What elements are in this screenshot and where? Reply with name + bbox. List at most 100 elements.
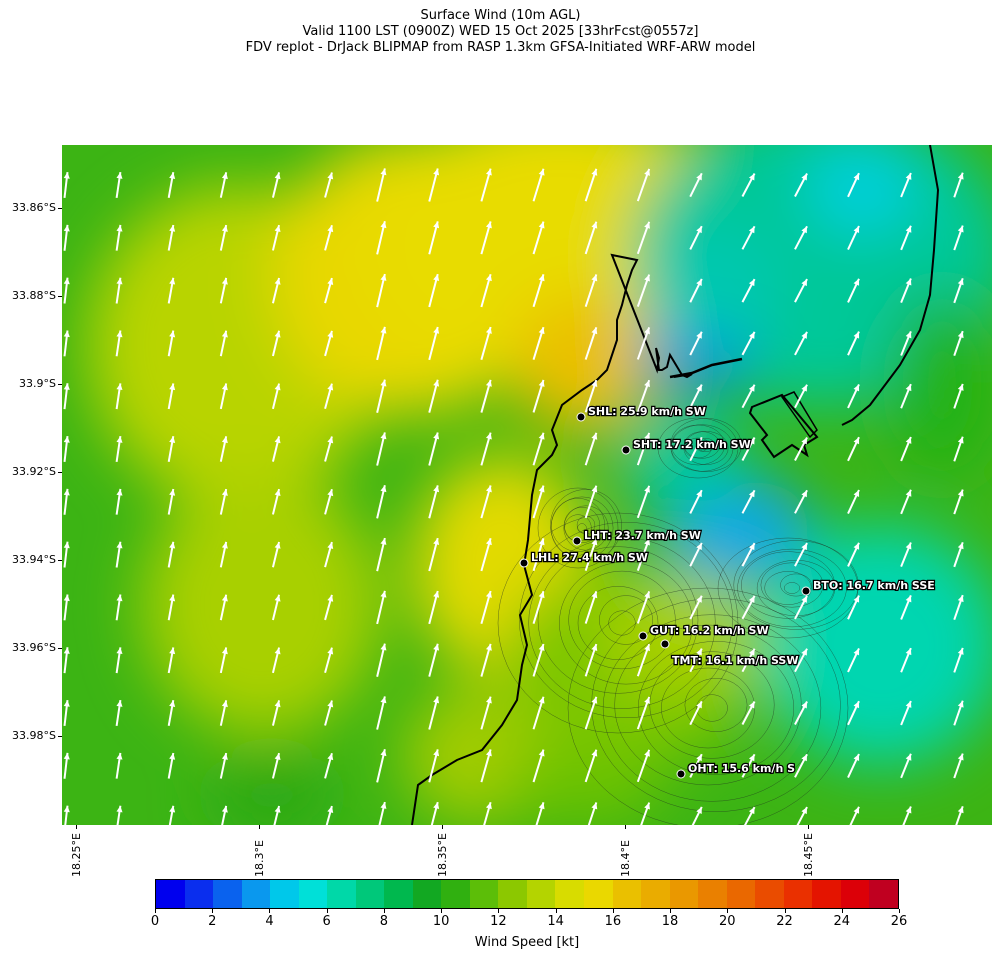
- colorbar-segment: [355, 880, 385, 908]
- lon-tick: [259, 825, 260, 829]
- lat-label: 33.88°S: [12, 289, 56, 302]
- lat-label: 33.96°S: [12, 641, 56, 654]
- lat-tick: [58, 736, 62, 737]
- lon-tick: [808, 825, 809, 829]
- colorbar-tick-label: 8: [379, 914, 389, 929]
- coastline: [411, 145, 940, 825]
- colorbar-tick: [670, 909, 672, 913]
- colorbar-segment: [184, 880, 214, 908]
- stations: SHL: 25.9 km/h SW SHT: 17.2 km/h SW LHT: 2…: [519, 404, 936, 779]
- colorbar-tick: [727, 909, 729, 913]
- colorbar-segment: [840, 880, 870, 908]
- terrain-contours: [497, 417, 859, 825]
- colorbar-segment: [812, 880, 841, 908]
- colorbar-tick-label: 12: [490, 914, 507, 929]
- colorbar-segment: [156, 880, 185, 908]
- lat-label: 33.86°S: [12, 201, 56, 214]
- station-label: LHT: 23.7 km/h SW: [584, 529, 701, 542]
- station-label: BTO: 16.7 km/h SSE: [813, 579, 935, 592]
- colorbar-segment: [641, 880, 670, 908]
- colorbar-tick-label: 2: [208, 914, 217, 929]
- colorbar-segment: [213, 880, 242, 908]
- lat-label: 33.98°S: [12, 729, 56, 742]
- station-marker: [621, 445, 631, 455]
- lon-label: 18.4°E: [619, 840, 632, 877]
- colorbar-segment: [783, 880, 813, 908]
- colorbar-tick: [212, 909, 214, 913]
- colorbar-tick-label: 20: [719, 914, 736, 929]
- colorbar-tick-label: 26: [890, 914, 908, 929]
- colorbar-segment: [241, 880, 271, 908]
- colorbar-segment: [869, 880, 898, 908]
- colorbar-tick-label: 4: [265, 914, 274, 929]
- colorbar-tick-label: 22: [776, 914, 793, 929]
- colorbar-segment: [755, 880, 784, 908]
- lat-tick: [58, 560, 62, 561]
- lon-tick: [625, 825, 626, 829]
- station-label: OHT: 15.6 km/h S: [688, 762, 795, 775]
- colorbar-segment: [583, 880, 613, 908]
- station-marker: [638, 631, 648, 641]
- lat-label: 33.94°S: [12, 553, 56, 566]
- station-marker: [576, 412, 586, 422]
- station-label: LHL: 27.4 km/h SW: [531, 551, 648, 564]
- colorbar-tick-label: 10: [432, 914, 450, 929]
- colorbar-segment: [612, 880, 642, 908]
- lon-tick: [76, 825, 77, 829]
- colorbar-tick: [326, 909, 328, 913]
- lon-label: 18.25°E: [70, 833, 83, 877]
- colorbar-tick: [612, 909, 614, 913]
- colorbar-segment: [327, 880, 356, 908]
- wind-field: SHL: 25.9 km/h SW SHT: 17.2 km/h SW LHT: 2…: [62, 145, 992, 825]
- colorbar-tick: [899, 909, 900, 913]
- colorbar-segment: [669, 880, 699, 908]
- colorbar-segment: [469, 880, 499, 908]
- lon-label: 18.3°E: [253, 840, 266, 877]
- map-source: FDV replot - DrJack BLIPMAP from RASP 1.…: [245, 40, 756, 55]
- colorbar-segment: [298, 880, 328, 908]
- station-label: GUT: 16.2 km/h SW: [650, 624, 769, 637]
- colorbar-tick-label: 16: [604, 914, 622, 929]
- colorbar-segment: [555, 880, 584, 908]
- lat-label: 33.9°S: [19, 377, 56, 390]
- wind-vectors: [63, 168, 964, 825]
- colorbar-segment: [441, 880, 470, 908]
- colorbar-tick-label: 18: [661, 914, 679, 929]
- station-marker: [519, 558, 529, 568]
- colorbar-tick: [841, 909, 843, 913]
- colorbar-tick: [269, 909, 271, 913]
- lat-tick: [58, 648, 62, 649]
- lon-label: 18.35°E: [436, 833, 449, 877]
- lat-tick: [58, 472, 62, 473]
- lat-label: 33.92°S: [12, 465, 56, 478]
- colorbar-segment: [412, 880, 442, 908]
- colorbar-tick: [383, 909, 385, 913]
- colorbar-title: Wind Speed [kt]: [474, 935, 580, 950]
- colorbar-tick: [441, 909, 443, 913]
- colorbar-tick-label: 0: [150, 914, 160, 929]
- colorbar-tick: [555, 909, 557, 913]
- colorbar: [155, 879, 899, 909]
- station-label: SHL: 25.9 km/h SW: [588, 405, 706, 418]
- map-title: Surface Wind (10m AGL): [420, 8, 581, 23]
- station-marker: [801, 586, 811, 596]
- colorbar-tick: [784, 909, 786, 913]
- colorbar-tick: [155, 909, 156, 913]
- station-marker: [572, 536, 582, 546]
- colorbar-tick-label: 14: [547, 914, 564, 929]
- lat-tick: [58, 384, 62, 385]
- colorbar-segment: [384, 880, 413, 908]
- colorbar-tick-label: 24: [833, 914, 851, 929]
- lon-label: 18.45°E: [802, 833, 815, 877]
- lat-tick: [58, 296, 62, 297]
- colorbar-segment: [526, 880, 556, 908]
- station-label: TMT: 16.1 km/h SSW: [672, 654, 799, 667]
- colorbar-tick: [498, 909, 500, 913]
- lon-tick: [442, 825, 443, 829]
- colorbar-segment: [498, 880, 527, 908]
- station-marker: [676, 769, 686, 779]
- colorbar-segment: [698, 880, 727, 908]
- station-marker: [660, 639, 670, 649]
- colorbar-segment: [270, 880, 299, 908]
- colorbar-segment: [726, 880, 756, 908]
